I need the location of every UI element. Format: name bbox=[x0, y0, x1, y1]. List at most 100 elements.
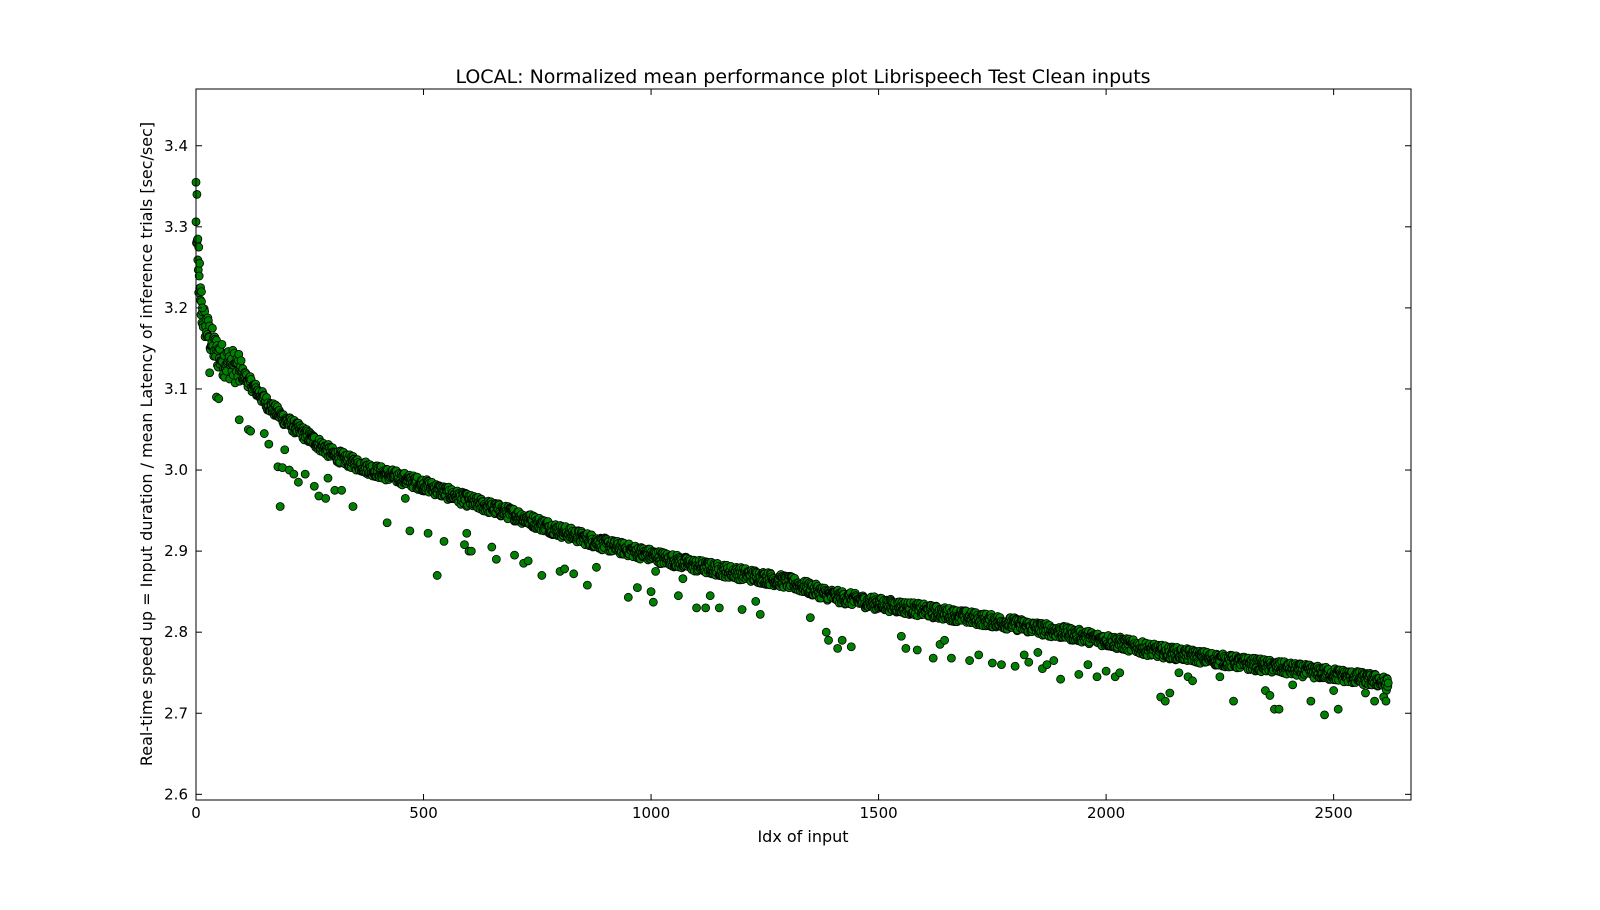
data-point bbox=[194, 271, 204, 281]
data-point bbox=[259, 429, 269, 438]
axis-ticks: 0 500 1000 1500 2000 2500 2.6 2.7 2.8 2.9 3.0 3.1 3.… bbox=[164, 89, 1411, 822]
data-point bbox=[821, 627, 831, 637]
data-point bbox=[537, 571, 547, 580]
x-axis-label: Idx of input bbox=[757, 827, 848, 846]
data-point bbox=[1333, 704, 1343, 714]
data-point bbox=[912, 645, 922, 655]
data-point bbox=[337, 485, 347, 495]
x-tick-label: 0 bbox=[191, 804, 201, 822]
data-point bbox=[280, 445, 290, 455]
data-point bbox=[1288, 680, 1298, 690]
data-point bbox=[466, 546, 476, 556]
data-point bbox=[1165, 688, 1175, 698]
data-point bbox=[837, 635, 847, 645]
data-point bbox=[487, 542, 497, 552]
data-point bbox=[1361, 688, 1370, 698]
data-point bbox=[193, 234, 203, 244]
y-tick-label: 2.8 bbox=[164, 623, 188, 641]
data-point bbox=[997, 660, 1006, 670]
data-point bbox=[460, 540, 469, 550]
data-point bbox=[1160, 696, 1170, 706]
data-point bbox=[987, 658, 997, 668]
data-point bbox=[207, 323, 217, 333]
data-points bbox=[191, 177, 1393, 720]
y-tick-label: 3.0 bbox=[164, 461, 188, 479]
data-point bbox=[678, 574, 688, 584]
data-point bbox=[1074, 669, 1084, 679]
data-point bbox=[432, 571, 442, 580]
data-point bbox=[1101, 666, 1111, 676]
data-point bbox=[523, 556, 533, 566]
data-point bbox=[633, 583, 642, 592]
data-point bbox=[648, 597, 658, 607]
data-point bbox=[289, 469, 299, 479]
data-point bbox=[714, 603, 724, 613]
data-point bbox=[928, 653, 938, 663]
x-tick-label: 2500 bbox=[1315, 804, 1353, 822]
data-point bbox=[705, 591, 715, 601]
x-tick-label: 2000 bbox=[1087, 804, 1125, 822]
data-point bbox=[755, 609, 765, 619]
data-point bbox=[1042, 660, 1052, 670]
data-point bbox=[1033, 648, 1043, 657]
data-point bbox=[1265, 691, 1275, 700]
data-point bbox=[1370, 696, 1379, 706]
data-point bbox=[692, 603, 701, 613]
data-point bbox=[965, 656, 974, 665]
data-point bbox=[1306, 696, 1316, 706]
data-point bbox=[1320, 710, 1329, 720]
data-point bbox=[569, 569, 579, 579]
chart-title: LOCAL: Normalized mean performance plot … bbox=[455, 66, 1150, 88]
data-point bbox=[321, 494, 331, 503]
data-point bbox=[582, 580, 592, 590]
data-point bbox=[214, 394, 224, 404]
data-point bbox=[1229, 696, 1238, 706]
data-point bbox=[192, 189, 202, 199]
y-axis-label: Real-time speed up = Input duration / me… bbox=[137, 122, 156, 766]
data-point bbox=[592, 562, 601, 572]
data-point bbox=[701, 603, 711, 613]
y-tick-label: 3.3 bbox=[164, 218, 188, 236]
data-point bbox=[1019, 650, 1029, 660]
data-point bbox=[1092, 672, 1102, 682]
data-point bbox=[940, 635, 949, 645]
data-point bbox=[1329, 686, 1339, 695]
data-point bbox=[560, 564, 569, 574]
y-tick-label: 3.2 bbox=[164, 299, 188, 317]
y-tick-label: 3.1 bbox=[164, 380, 188, 398]
data-point bbox=[1049, 656, 1059, 665]
data-point bbox=[217, 339, 227, 349]
data-point bbox=[405, 526, 415, 536]
data-point bbox=[205, 368, 215, 378]
x-tick-label: 1500 bbox=[859, 804, 897, 822]
data-point bbox=[1174, 668, 1184, 678]
data-point bbox=[382, 518, 392, 528]
data-point bbox=[197, 287, 206, 297]
data-point bbox=[896, 631, 906, 641]
data-point bbox=[246, 426, 256, 436]
data-point bbox=[195, 258, 205, 268]
data-point bbox=[751, 596, 761, 606]
y-tick-label: 2.6 bbox=[164, 785, 188, 803]
data-point bbox=[510, 550, 519, 560]
y-tick-label: 3.4 bbox=[164, 137, 188, 155]
data-point bbox=[846, 642, 856, 652]
data-point bbox=[1024, 657, 1034, 667]
data-point bbox=[1083, 660, 1093, 670]
data-point bbox=[1381, 696, 1391, 706]
data-point bbox=[400, 494, 410, 503]
data-point bbox=[300, 469, 310, 479]
y-tick-label: 2.7 bbox=[164, 704, 188, 722]
data-point bbox=[1115, 668, 1125, 678]
data-point bbox=[439, 536, 449, 546]
data-point bbox=[1010, 661, 1020, 671]
data-point bbox=[901, 644, 911, 653]
data-point bbox=[462, 528, 472, 538]
data-point bbox=[1188, 676, 1197, 686]
data-point bbox=[974, 650, 984, 660]
data-point bbox=[323, 473, 333, 483]
data-point bbox=[1383, 678, 1393, 688]
x-tick-label: 1000 bbox=[632, 804, 670, 822]
y-tick-label: 2.9 bbox=[164, 542, 188, 560]
